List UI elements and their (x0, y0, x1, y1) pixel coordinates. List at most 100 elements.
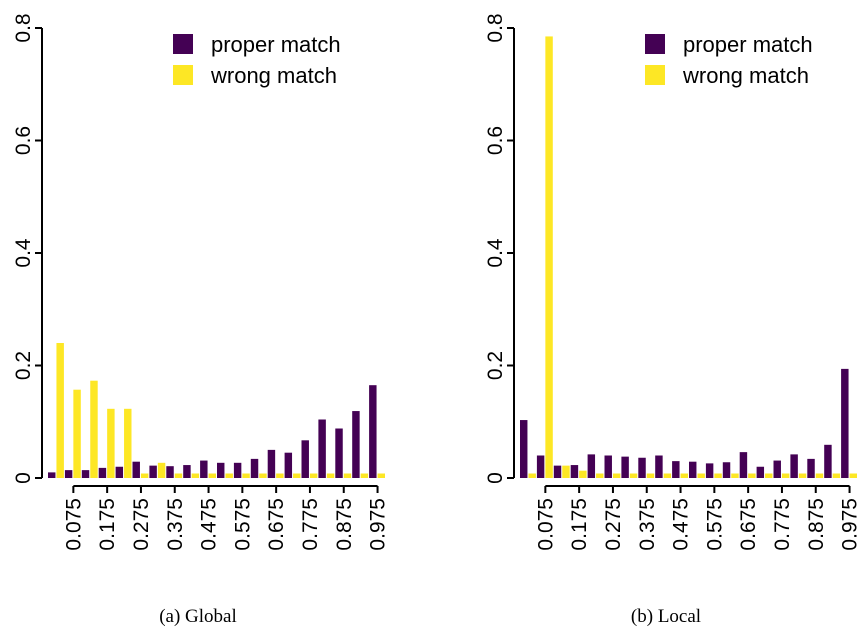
x-tick-label: 0.575 (703, 498, 726, 551)
bar-proper-0.275 (132, 461, 140, 478)
x-tick-label: 0.375 (636, 498, 659, 551)
bar-wrong-0.475 (680, 473, 688, 478)
bar-proper-0.975 (369, 385, 377, 478)
bar-wrong-0.025 (56, 343, 64, 478)
bar-proper-0.725 (284, 452, 293, 478)
legend: proper match wrong match (173, 32, 341, 88)
bar-proper-0.575 (233, 462, 242, 478)
bar-proper-0.925 (352, 411, 360, 478)
bar-wrong-0.425 (663, 473, 672, 478)
x-tick-label: 0.075 (62, 498, 85, 551)
x-tick-label: 0.675 (265, 498, 288, 551)
chart-caption: (a) Global (159, 606, 237, 627)
x-tick-label: 0.375 (164, 498, 187, 551)
bar-wrong-0.825 (326, 473, 335, 478)
bar-wrong-0.175 (579, 470, 587, 478)
chart-local: 00.20.40.60.80.075 0.175 0.275 0.375 0.475 0.… (484, 13, 860, 627)
bar-proper-0.025 (520, 420, 528, 478)
legend-label: wrong match (210, 63, 337, 88)
bar-wrong-0.075 (73, 389, 81, 478)
bar-proper-0.325 (149, 465, 157, 479)
y-tick-label: 0.8 (484, 13, 507, 42)
bar-wrong-0.225 (124, 408, 132, 478)
x-tick-label: 0.875 (805, 498, 828, 551)
x-axis: 0.075 0.175 0.275 0.375 0.475 0.575 0.675 0.775… (62, 485, 390, 551)
bar-proper-0.675 (267, 449, 276, 479)
bar-wrong-0.725 (293, 473, 301, 478)
bar-proper-0.275 (604, 455, 612, 478)
bar-wrong-0.025 (528, 473, 536, 478)
bar-wrong-0.175 (107, 408, 115, 478)
legend-label: wrong match (682, 63, 809, 88)
legend-swatch-wrong (173, 65, 193, 85)
bar-proper-0.075 (536, 455, 545, 478)
x-tick-label: 0.975 (839, 498, 860, 551)
bar-proper-0.625 (722, 462, 731, 478)
bar-proper-0.875 (335, 428, 343, 478)
bar-wrong-0.075 (545, 36, 553, 478)
bar-proper-0.325 (621, 456, 629, 479)
y-tick-label: 0.6 (484, 126, 507, 155)
bar-wrong-0.225 (596, 473, 604, 478)
y-tick-label: 0.8 (12, 13, 35, 42)
bars (48, 343, 385, 479)
x-tick-label: 0.275 (602, 498, 625, 551)
bar-proper-0.675 (739, 452, 748, 479)
bar-wrong-0.125 (90, 380, 98, 478)
bar-proper-0.225 (115, 466, 124, 478)
x-tick-label: 0.875 (333, 498, 356, 551)
bar-proper-0.025 (48, 472, 56, 479)
bar-proper-0.825 (790, 454, 798, 479)
y-tick-label: 0 (484, 472, 507, 484)
chart-caption: (b) Local (631, 606, 701, 627)
y-axis: 0 0.2 0.4 0.6 0.8 (484, 13, 515, 484)
bar-proper-0.375 (166, 466, 174, 478)
bar-wrong-0.675 (748, 473, 756, 478)
y-axis: 0 0.2 0.4 0.6 0.8 (12, 13, 43, 484)
bar-wrong-0.725 (765, 473, 773, 478)
y-tick-label: 0.6 (12, 126, 35, 155)
bar-proper-0.525 (689, 461, 697, 478)
bar-wrong-0.825 (798, 473, 807, 478)
bar-wrong-0.525 (225, 473, 233, 478)
bar-proper-0.475 (672, 461, 680, 479)
bar-proper-0.225 (587, 454, 596, 479)
y-tick-label: 0.4 (484, 238, 507, 268)
x-axis: 0.075 0.175 0.275 0.375 0.475 0.575 0.675 0.775… (534, 485, 860, 551)
bar-wrong-0.875 (815, 473, 824, 478)
bar-proper-0.825 (318, 419, 326, 478)
bar-wrong-0.875 (343, 473, 352, 478)
bar-proper-0.175 (570, 465, 579, 478)
bar-proper-0.525 (217, 462, 225, 478)
bar-wrong-0.975 (849, 473, 857, 478)
x-tick-label: 0.675 (737, 498, 760, 551)
bar-wrong-0.425 (191, 473, 200, 478)
legend-swatch-proper (645, 34, 665, 54)
y-tick-label: 0.2 (12, 351, 35, 380)
bar-wrong-0.325 (629, 473, 638, 478)
bar-wrong-0.275 (140, 473, 149, 478)
bar-proper-0.925 (824, 444, 832, 478)
x-tick-label: 0.575 (231, 498, 254, 551)
legend-swatch-proper (173, 34, 193, 54)
x-tick-label: 0.175 (568, 498, 591, 551)
bar-wrong-0.125 (562, 465, 570, 479)
bar-proper-0.425 (655, 455, 663, 478)
bar-wrong-0.375 (646, 473, 655, 478)
x-tick-label: 0.975 (367, 498, 390, 551)
bar-wrong-0.925 (360, 473, 369, 478)
chart-global: 00.20.40.60.80.075 0.175 0.275 0.375 0.475 0.… (12, 13, 390, 627)
bar-proper-0.375 (638, 457, 646, 478)
bar-proper-0.625 (250, 458, 259, 479)
bar-wrong-0.975 (377, 473, 385, 478)
x-tick-label: 0.775 (771, 498, 794, 551)
bar-wrong-0.625 (259, 473, 267, 478)
bar-proper-0.125 (553, 465, 562, 479)
bar-proper-0.975 (841, 368, 849, 479)
legend-swatch-wrong (645, 65, 665, 85)
bar-proper-0.775 (773, 460, 781, 478)
bar-proper-0.475 (200, 460, 208, 478)
bar-wrong-0.775 (309, 473, 318, 478)
bar-wrong-0.675 (276, 473, 284, 478)
